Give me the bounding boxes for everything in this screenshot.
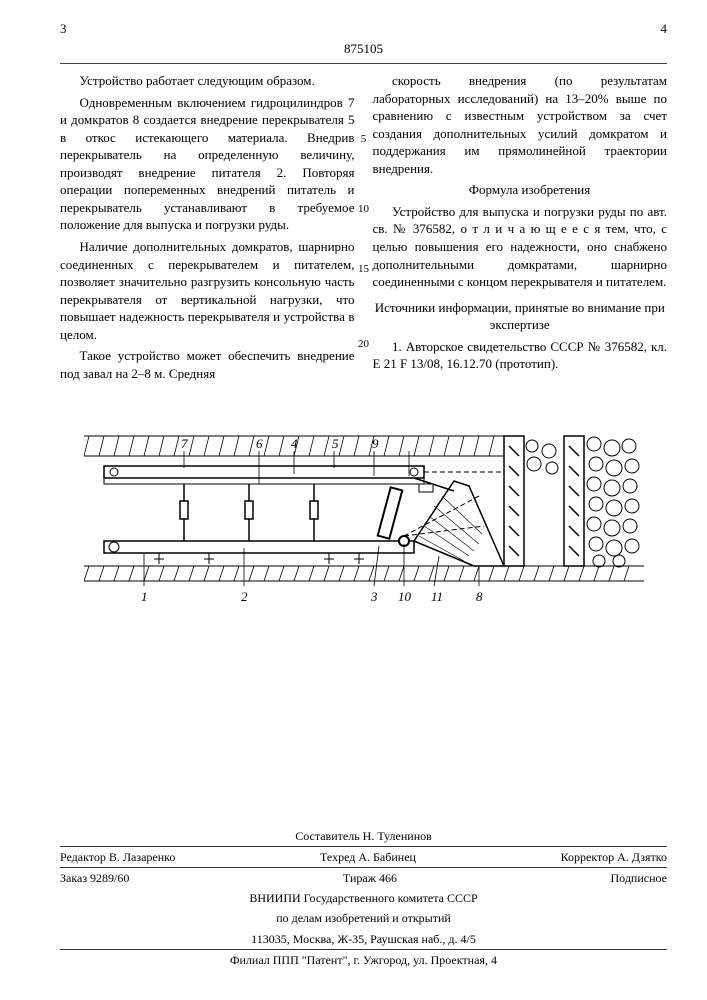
- line-marker-5: 5: [356, 132, 372, 147]
- right-p1: скорость внедрения (по результатам лабор…: [373, 72, 668, 177]
- fig-label-5: 5: [332, 436, 339, 451]
- page-num-left: 3: [60, 20, 67, 38]
- right-p4: 1. Авторское свидетельство СССР № 376582…: [373, 338, 668, 373]
- filial: Филиал ППП "Патент", г. Ужгород, ул. Про…: [60, 950, 667, 970]
- fig-label-7: 7: [181, 436, 188, 451]
- right-p2: Устройство для выпуска и погрузки руды п…: [373, 203, 668, 291]
- figure-svg: 7 6 4 5 9 1 2 3 10 11 8: [84, 426, 644, 626]
- right-column: скорость внедрения (по результатам лабор…: [373, 72, 668, 386]
- fig-label-4: 4: [291, 436, 298, 451]
- podpisnoe: Подписное: [611, 870, 668, 886]
- org2: по делам изобретений и открытий: [60, 908, 667, 928]
- fig-label-1: 1: [141, 589, 148, 604]
- left-p4: Такое устройство может обеспечить внедре…: [60, 347, 355, 382]
- footer-block: Составитель Н. Туленинов Редактор В. Лаз…: [60, 826, 667, 970]
- formula-heading: Формула изобретения: [373, 181, 668, 199]
- redaktor: Редактор В. Лазаренко: [60, 849, 175, 865]
- korrektor: Корректор А. Дзятко: [561, 849, 667, 865]
- fig-label-9: 9: [372, 436, 379, 451]
- zakaz: Заказ 9289/60: [60, 870, 129, 886]
- line-marker-10: 10: [356, 202, 372, 217]
- page-num-right: 4: [661, 20, 668, 38]
- sources-heading: Источники информации, принятые во вниман…: [373, 299, 668, 334]
- org1: ВНИИПИ Государственного комитета СССР: [60, 888, 667, 908]
- tehred: Техред А. Бабинец: [320, 849, 416, 865]
- fig-label-10: 10: [398, 589, 412, 604]
- tirazh: Тираж 466: [343, 870, 397, 886]
- fig-label-2: 2: [241, 589, 248, 604]
- addr: 113035, Москва, Ж-35, Раушская наб., д. …: [60, 929, 667, 949]
- line-marker-15: 15: [356, 262, 372, 277]
- fig-label-8: 8: [476, 589, 483, 604]
- left-p2: Одновременным включением гидроцилиндров …: [60, 94, 355, 234]
- patent-number: 875105: [60, 40, 667, 58]
- fig-label-11: 11: [431, 589, 443, 604]
- fig-label-3: 3: [370, 589, 378, 604]
- left-p3: Наличие дополнительных домкратов, шарнир…: [60, 238, 355, 343]
- line-marker-20: 20: [356, 337, 372, 352]
- fig-label-6: 6: [256, 436, 263, 451]
- sostavitel: Составитель Н. Туленинов: [60, 826, 667, 846]
- left-column: Устройство работает следующим образом. О…: [60, 72, 355, 386]
- left-p1: Устройство работает следующим образом.: [60, 72, 355, 90]
- header-divider: [60, 63, 667, 64]
- technical-figure: 7 6 4 5 9 1 2 3 10 11 8: [60, 426, 667, 631]
